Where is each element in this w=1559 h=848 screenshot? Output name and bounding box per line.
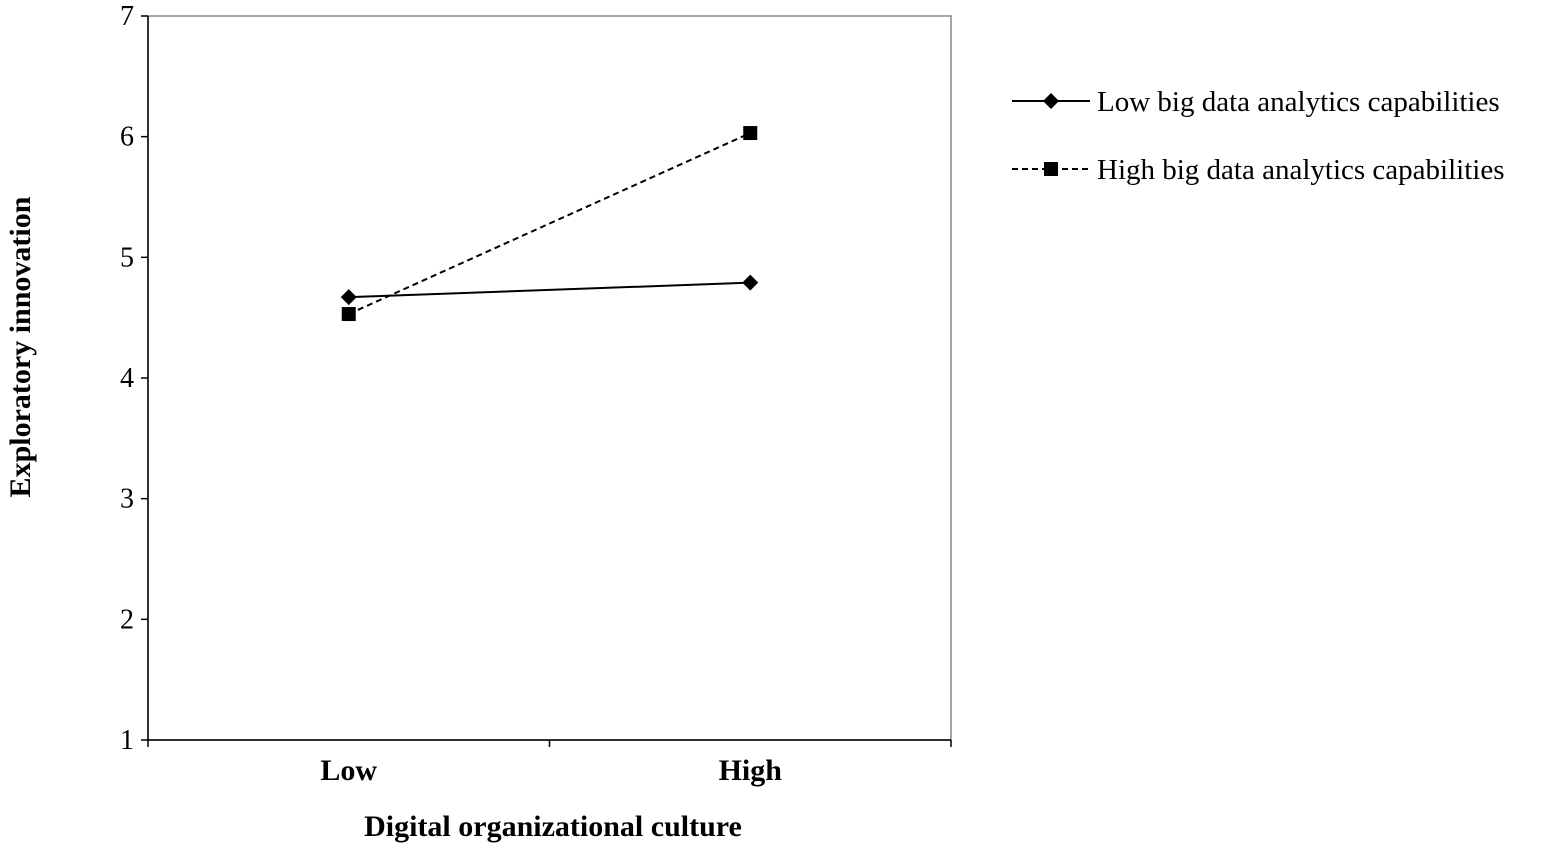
- y-tick-label: 6: [120, 122, 134, 153]
- series-line: [348, 132, 751, 315]
- legend: Low big data analytics capabilities High …: [1012, 86, 1505, 186]
- y-tick-label: 2: [120, 604, 134, 635]
- x-axis-ticks: Low High: [147, 740, 952, 787]
- y-tick-label: 1: [120, 725, 134, 756]
- x-tick-label: High: [719, 754, 783, 787]
- legend-marker-diamond: [1043, 93, 1059, 109]
- data-point-diamond: [742, 274, 759, 291]
- data-point-square: [341, 307, 356, 322]
- plot-area-frame: [147, 15, 952, 741]
- data-point-diamond: [340, 289, 357, 306]
- y-axis-title: Exploratory innovation: [4, 196, 37, 497]
- legend-item: High big data analytics capabilities: [1012, 154, 1505, 186]
- legend-item: Low big data analytics capabilities: [1012, 86, 1500, 118]
- series-layer: [340, 126, 759, 322]
- y-tick-label: 3: [120, 484, 134, 515]
- x-tick-label: Low: [320, 754, 377, 787]
- legend-label: Low big data analytics capabilities: [1097, 86, 1500, 118]
- x-axis-title: Digital organizational culture: [364, 810, 742, 843]
- y-tick-label: 7: [120, 1, 134, 32]
- y-tick-label: 4: [120, 363, 134, 394]
- legend-label: High big data analytics capabilities: [1097, 154, 1505, 186]
- series-2: [341, 126, 758, 322]
- series-1: [340, 274, 759, 306]
- y-tick-label: 5: [120, 242, 134, 273]
- legend-marker-square: [1044, 162, 1058, 176]
- series-line: [348, 281, 751, 299]
- y-axis-ticks: 1 2 3 4 5 6 7: [120, 1, 148, 756]
- data-point-square: [743, 126, 758, 141]
